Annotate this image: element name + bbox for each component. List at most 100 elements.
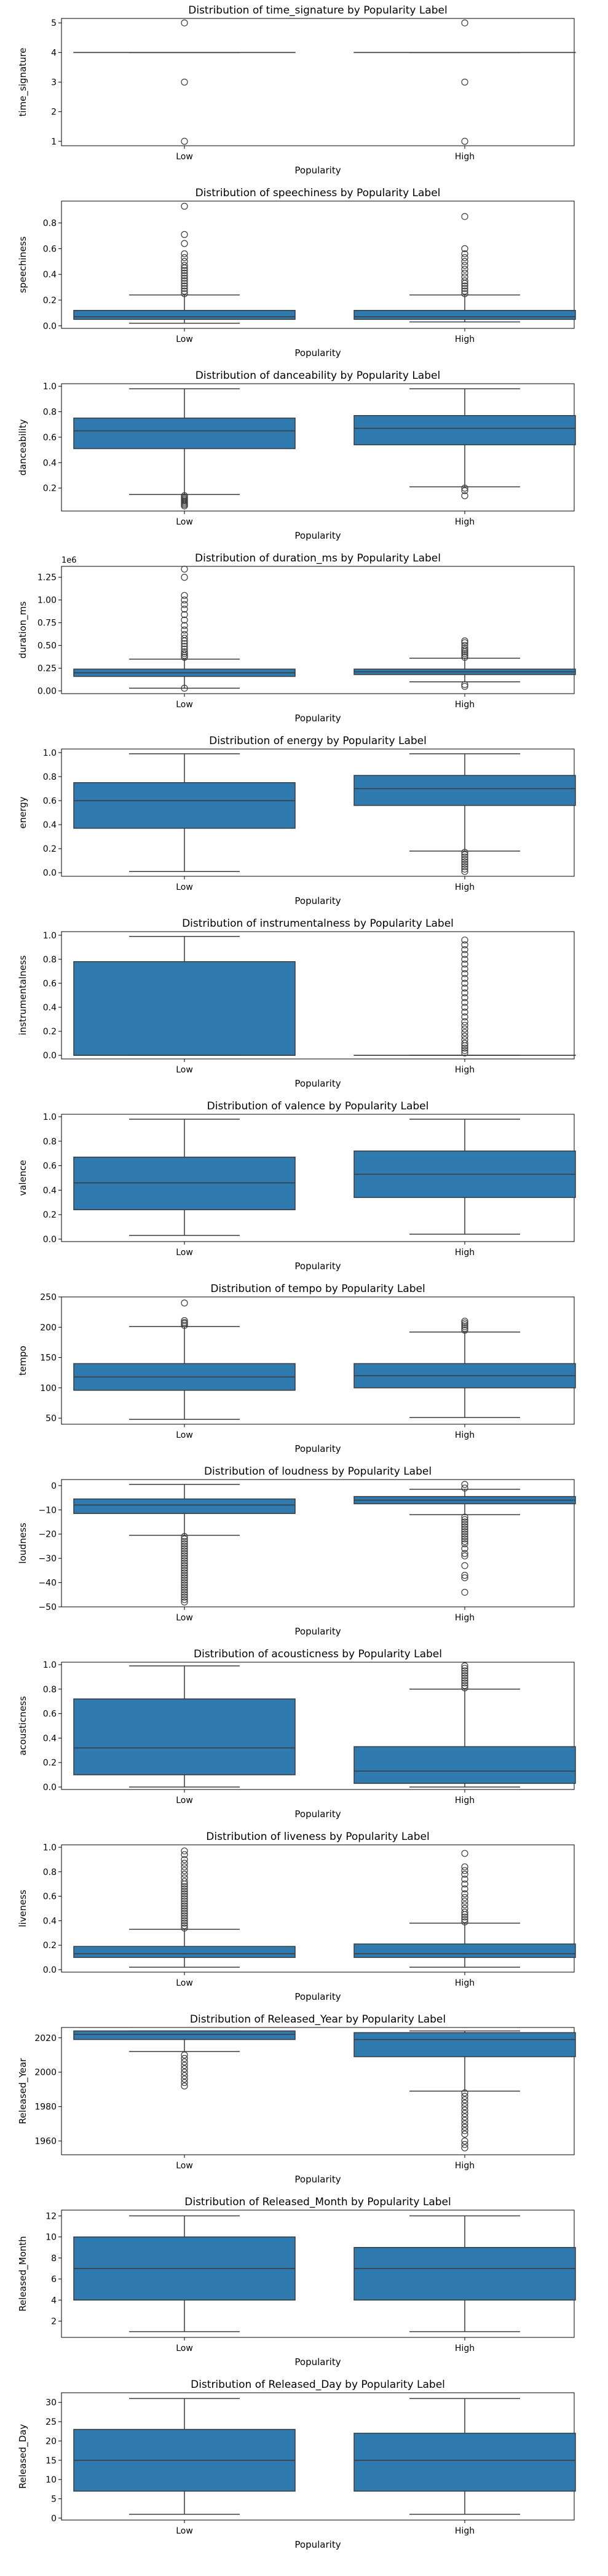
outlier-point	[461, 1682, 468, 1689]
outlier-point	[461, 1572, 468, 1579]
outlier-point	[461, 2120, 468, 2128]
y-tick-label: 25	[45, 2417, 57, 2427]
plot-frame	[61, 2027, 575, 2155]
outlier-point	[181, 1579, 188, 1587]
outlier-point	[181, 1888, 188, 1895]
plot-frame	[61, 931, 575, 1060]
outlier-point	[461, 1317, 468, 1325]
y-tick-label: 4	[51, 2296, 57, 2305]
x-tick-label: Low	[176, 517, 193, 527]
outlier-point	[181, 1536, 188, 1543]
box-high	[353, 1662, 576, 1788]
outlier-point	[461, 2130, 468, 2138]
outlier-point	[181, 1550, 188, 1557]
outlier-point	[181, 1322, 188, 1329]
outlier-point	[181, 601, 188, 608]
outlier-point	[461, 1863, 468, 1871]
chart-panel-3: Distribution of danceability by Populari…	[17, 370, 576, 541]
outlier-point	[461, 856, 468, 863]
box-high	[353, 1317, 576, 1418]
outlier-point	[181, 1545, 188, 1552]
outlier-point	[181, 1900, 188, 1908]
outlier-point	[181, 1552, 188, 1559]
outlier-point	[181, 250, 188, 258]
x-tick-label: Low	[176, 152, 193, 162]
outlier-point	[181, 1847, 188, 1855]
outlier-point	[461, 1918, 468, 1925]
outlier-point	[181, 2072, 188, 2079]
y-tick-label: 0.2	[43, 844, 57, 854]
outlier-point	[181, 1588, 188, 1596]
outlier-point	[461, 2113, 468, 2121]
outlier-point	[461, 1679, 468, 1687]
outlier-point	[181, 1318, 188, 1326]
outlier-point	[181, 574, 188, 581]
outlier-point	[461, 1545, 468, 1552]
y-axis-label: danceability	[17, 419, 28, 476]
outlier-point	[461, 863, 468, 870]
outlier-point	[461, 1901, 468, 1909]
y-axis-label: time_signature	[17, 47, 29, 116]
outlier-point	[461, 1674, 468, 1682]
outlier-point	[461, 1533, 468, 1540]
box-high	[353, 388, 576, 499]
y-tick-label: 0.2	[43, 1941, 57, 1951]
y-tick-label: 0.0	[43, 322, 57, 331]
box-low	[73, 1299, 296, 1420]
outlier-point	[181, 1586, 188, 1593]
box-low	[73, 388, 296, 510]
box-high	[353, 937, 576, 1056]
outlier-point	[461, 1004, 468, 1011]
outlier-point	[181, 1581, 188, 1589]
box-high	[353, 637, 576, 690]
outlier-point	[461, 961, 468, 968]
y-tick-label: 0.2	[43, 1027, 57, 1037]
outlier-point	[181, 1557, 188, 1564]
chart-panel-14: Distribution of Released_Day by Populari…	[17, 2379, 576, 2550]
chart-title: Distribution of instrumentalness by Popu…	[182, 917, 454, 930]
x-axis-label: Popularity	[294, 530, 341, 541]
y-tick-label: 2020	[34, 2034, 57, 2043]
x-tick-label: High	[455, 152, 475, 162]
y-tick-label: 0.0	[43, 1965, 57, 1975]
outlier-point	[181, 1583, 188, 1591]
outlier-point	[461, 2123, 468, 2131]
outlier-point	[181, 272, 188, 279]
outlier-point	[181, 19, 188, 26]
plot-frame	[61, 383, 575, 512]
outlier-point	[461, 1325, 468, 1332]
outlier-point	[461, 946, 468, 953]
x-axis-label: Popularity	[294, 1443, 341, 1454]
x-tick-label: High	[455, 1430, 475, 1440]
y-axis-label: energy	[17, 796, 28, 828]
box-high	[353, 2398, 576, 2515]
outlier-point	[461, 1574, 468, 1582]
outlier-point	[181, 1907, 188, 1915]
y-tick-label: 0.00	[38, 687, 57, 697]
outlier-point	[461, 646, 468, 654]
plot-frame	[61, 1662, 575, 1790]
y-tick-label: 0.8	[43, 219, 57, 229]
outlier-point	[181, 1547, 188, 1555]
outlier-point	[181, 2055, 188, 2062]
outlier-point	[461, 1518, 468, 1526]
outlier-point	[461, 1890, 468, 1898]
outlier-point	[461, 261, 468, 269]
outlier-point	[461, 1550, 468, 1557]
outlier-point	[461, 999, 468, 1006]
outlier-point	[461, 989, 468, 997]
y-tick-label: 0.4	[43, 458, 57, 468]
plot-frame	[61, 1844, 575, 1973]
outlier-point	[461, 2110, 468, 2117]
iqr-box	[73, 1698, 296, 1775]
x-tick-label: Low	[176, 2526, 193, 2536]
plot-frame	[61, 566, 575, 694]
outlier-point	[461, 2093, 468, 2100]
chart-panel-7: Distribution of valence by Popularity La…	[17, 1100, 576, 1272]
outlier-point	[181, 635, 188, 642]
y-tick-label: 0.50	[38, 641, 57, 651]
y-tick-label: 0.6	[43, 433, 57, 443]
box-low	[73, 1484, 296, 1606]
box-low	[73, 202, 296, 324]
chart-panel-2: Distribution of speechiness by Popularit…	[17, 187, 576, 359]
